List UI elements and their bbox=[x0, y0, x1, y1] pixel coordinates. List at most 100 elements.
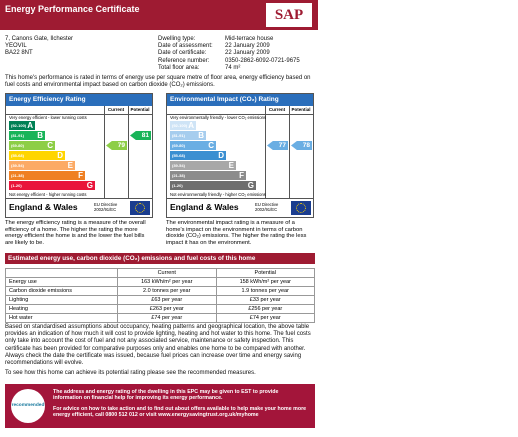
table-row: Heating £263 per year £256 per year bbox=[5, 304, 315, 314]
note: To see how this home can achieve its pot… bbox=[5, 370, 256, 377]
rule bbox=[167, 198, 313, 199]
band-bar: (92-100) A bbox=[9, 121, 35, 130]
detail-label: Date of certificate: bbox=[158, 50, 207, 57]
band-range: (55-68) bbox=[11, 153, 24, 158]
rule bbox=[6, 198, 152, 199]
detail-label: Reference number: bbox=[158, 57, 210, 64]
detail-label: Total floor area: bbox=[158, 64, 200, 71]
rule bbox=[6, 114, 152, 115]
est-logo: recommended bbox=[11, 389, 45, 423]
header-bar: Energy Performance Certificate SAP bbox=[0, 0, 318, 30]
rating-panel: Energy Efficiency Rating Current Potential… bbox=[5, 93, 153, 218]
detail-row: Reference number: 0350-2862-6092-0721-967… bbox=[158, 58, 318, 65]
table-row: Energy use 163 kWh/m² per year 158 kWh/m² … bbox=[5, 277, 315, 287]
rating-arrow: 78 bbox=[291, 141, 312, 150]
sap-logo: SAP bbox=[266, 3, 312, 27]
band-letter: C bbox=[208, 141, 214, 150]
eu-flag bbox=[130, 201, 150, 215]
band-bar: (39-54) E bbox=[9, 161, 75, 170]
table-cell: Lighting bbox=[5, 295, 118, 305]
bottom-note: Not energy efficient - higher running co… bbox=[9, 192, 87, 197]
detail-value: 74 m² bbox=[225, 64, 241, 71]
title: Energy Performance Certificate bbox=[5, 4, 140, 14]
table-cell: £256 per year bbox=[215, 304, 315, 314]
detail-row: Date of certificate: 22 January 2009 bbox=[158, 50, 318, 57]
column-header: Current bbox=[268, 107, 286, 112]
address-line: BA22 8NT bbox=[5, 50, 33, 57]
note: Based on standardised assumptions about … bbox=[5, 324, 311, 367]
column-header: Current bbox=[107, 107, 125, 112]
table-row: Hot water £74 per year £74 per year bbox=[5, 313, 315, 323]
bottom-note: Not environmentally friendly - higher CO… bbox=[170, 192, 266, 197]
top-note: Very environmentally friendly - lower CO… bbox=[170, 115, 267, 120]
column-header: Potential bbox=[291, 107, 311, 112]
band-letter: F bbox=[78, 171, 83, 180]
eu-stars bbox=[296, 203, 306, 213]
band-range: (21-38) bbox=[11, 173, 24, 178]
rating-description: The environmental impact rating is a mea… bbox=[166, 220, 307, 246]
rating-arrow: 77 bbox=[267, 141, 288, 150]
rating-arrow: 81 bbox=[130, 131, 151, 140]
footer-text: The address and energy rating of the dwe… bbox=[53, 389, 308, 423]
detail-value: 0350-2862-6092-0721-9675 bbox=[225, 57, 300, 64]
band-bar: (39-54) E bbox=[170, 161, 236, 170]
band-range: (39-54) bbox=[172, 163, 185, 168]
column-rule bbox=[128, 106, 129, 198]
table-cell: 1.9 tonnes per year bbox=[215, 286, 315, 296]
band-letter: F bbox=[239, 171, 244, 180]
table-cell: £74 per year bbox=[117, 313, 217, 323]
footer-bar: recommended The address and energy ratin… bbox=[5, 384, 315, 428]
band-letter: G bbox=[247, 181, 254, 190]
footer-line: For advice on how to take action and to … bbox=[53, 405, 307, 419]
detail-value: 22 January 2009 bbox=[225, 50, 270, 57]
detail-label: Date of assessment: bbox=[158, 43, 213, 50]
table-cell: Heating bbox=[5, 304, 118, 314]
band-range: (81-91) bbox=[172, 133, 185, 138]
band-letter: D bbox=[218, 151, 224, 160]
header-cell bbox=[5, 268, 118, 278]
address-line: YEOVIL bbox=[5, 43, 27, 50]
band-bar: (81-91) B bbox=[9, 131, 45, 140]
rating-arrow: 79 bbox=[106, 141, 127, 150]
band-bar: (1-20) G bbox=[9, 181, 95, 190]
intro: This home's performance is rated in term… bbox=[5, 75, 311, 89]
table-header: Current Potential bbox=[5, 268, 315, 278]
detail-row: Total floor area: 74 m² bbox=[158, 65, 318, 72]
column-rule bbox=[289, 106, 290, 198]
detail-label: Dwelling type: bbox=[158, 36, 196, 42]
eu-flag bbox=[291, 201, 311, 215]
table-title: Estimated energy use, carbon dioxide (CO… bbox=[5, 253, 315, 264]
band-bar: (1-20) G bbox=[170, 181, 256, 190]
band-bar: (69-80) C bbox=[170, 141, 216, 150]
band-range: (81-91) bbox=[11, 133, 24, 138]
table-cell: £63 per year bbox=[117, 295, 217, 305]
band-range: (21-38) bbox=[172, 173, 185, 178]
column-rule bbox=[265, 106, 266, 198]
table-cell: Carbon dioxide emissions bbox=[5, 286, 118, 296]
detail-row: Date of assessment: 22 January 2009 bbox=[158, 43, 318, 50]
band-letter: E bbox=[228, 161, 234, 170]
detail-value: 22 January 2009 bbox=[225, 43, 270, 50]
band-bar: (55-68) D bbox=[9, 151, 65, 160]
table-cell: £33 per year bbox=[215, 295, 315, 305]
footer-line: The address and energy rating of the dwe… bbox=[53, 389, 279, 402]
region: England & Wales bbox=[170, 202, 239, 212]
band-range: (1-20) bbox=[172, 183, 183, 188]
band-bar: (81-91) B bbox=[170, 131, 206, 140]
band-range: (92-100) bbox=[11, 123, 27, 128]
table-cell: £74 per year bbox=[215, 313, 315, 323]
band-letter: C bbox=[47, 141, 53, 150]
header-cell: Potential bbox=[215, 268, 315, 278]
detail-value: Mid-terrace house bbox=[225, 36, 274, 42]
band-bar: (55-68) D bbox=[170, 151, 226, 160]
address: 7, Canons Gate, Ilchester YEOVIL BA22 8NT bbox=[5, 36, 73, 58]
panel-header: Energy Efficiency Rating bbox=[6, 94, 152, 106]
detail-row: Dwelling type: Mid-terrace house bbox=[158, 36, 318, 43]
table-cell: 163 kWh/m² per year bbox=[117, 277, 217, 287]
eu-stars bbox=[135, 203, 145, 213]
band-letter: B bbox=[37, 131, 43, 140]
band-bar: (21-38) F bbox=[170, 171, 246, 180]
band-range: (92-100) bbox=[172, 123, 188, 128]
band-bar: (69-80) C bbox=[9, 141, 55, 150]
